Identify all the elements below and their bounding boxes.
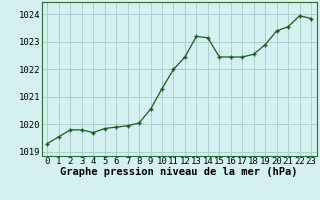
X-axis label: Graphe pression niveau de la mer (hPa): Graphe pression niveau de la mer (hPa): [60, 167, 298, 177]
